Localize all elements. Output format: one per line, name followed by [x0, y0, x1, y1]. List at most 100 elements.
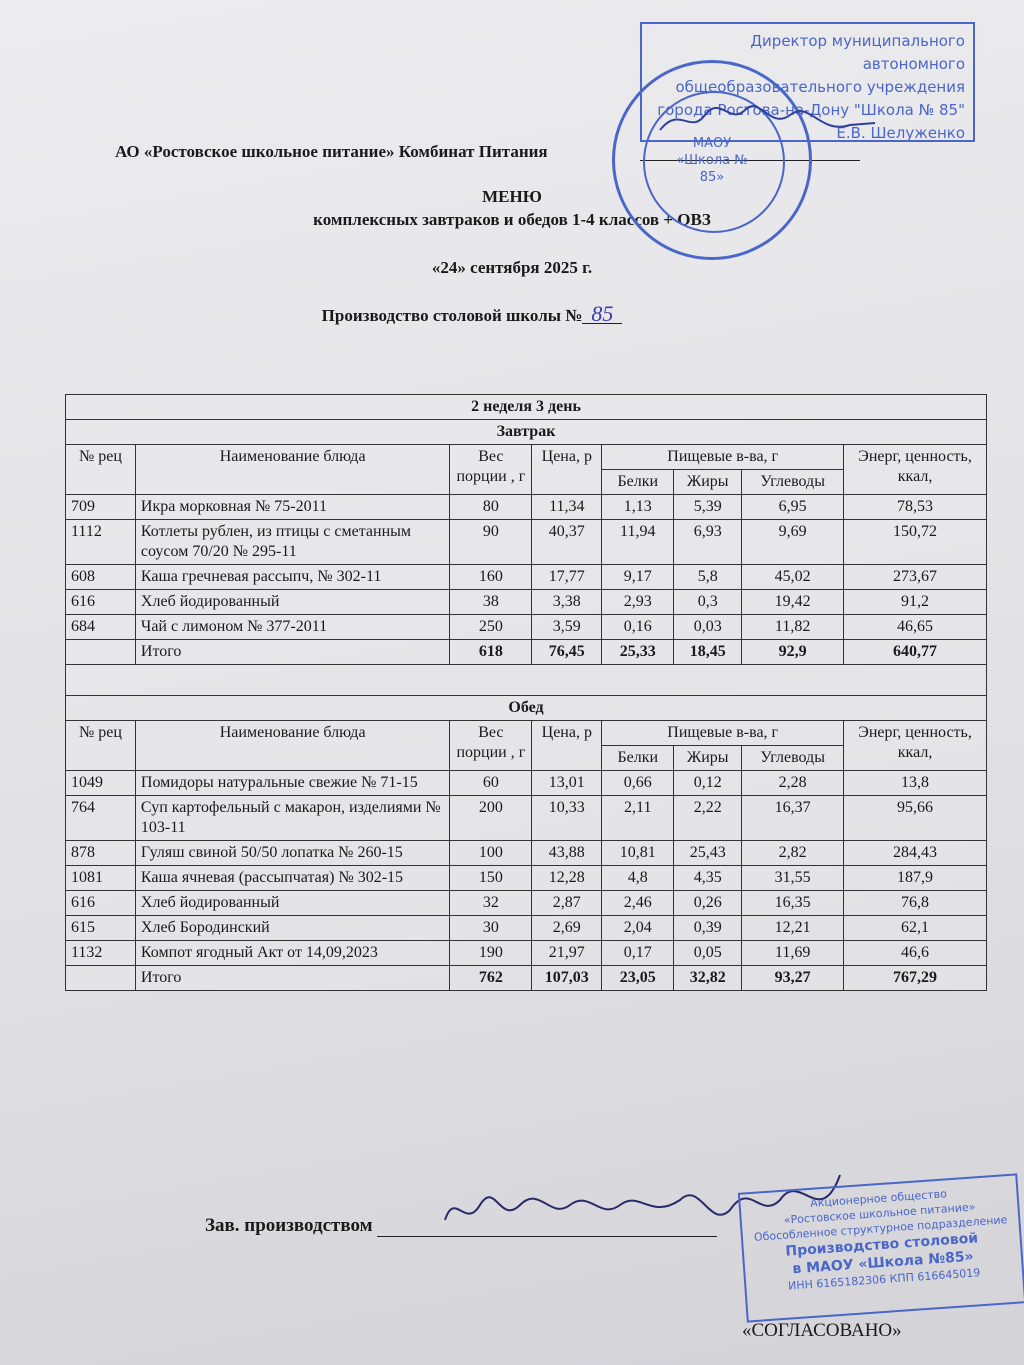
protein: 1,13 — [601, 494, 675, 520]
col-protein: Белки — [601, 745, 675, 771]
table-row: 1049 Помидоры натуральные свежие № 71-15 6… — [65, 770, 987, 796]
rec-number: 1112 — [65, 519, 136, 565]
portion-weight: 90 — [449, 519, 533, 565]
rec-number: 616 — [65, 589, 136, 615]
rec-number: 684 — [65, 614, 136, 640]
carbs: 16,35 — [741, 890, 845, 916]
carbs: 2,82 — [741, 840, 845, 866]
spacer-row — [65, 664, 987, 696]
portion-weight: 38 — [449, 589, 533, 615]
rec-number: 764 — [65, 795, 136, 841]
price: 10,33 — [531, 795, 603, 841]
protein: 23,05 — [601, 965, 675, 991]
col-energy: Энерг, ценность, ккал, — [843, 720, 987, 771]
price: 12,28 — [531, 865, 603, 891]
rec-number: 608 — [65, 564, 136, 590]
production-label: Производство столовой школы № — [321, 306, 583, 325]
fat: 32,82 — [673, 965, 743, 991]
protein: 0,16 — [601, 614, 675, 640]
price: 43,88 — [531, 840, 603, 866]
carbs: 12,21 — [741, 915, 845, 941]
energy: 78,53 — [843, 494, 987, 520]
menu-table: 2 неделя 3 день Завтрак № рец Наименование … — [65, 394, 987, 991]
fat: 0,3 — [673, 589, 743, 615]
carbs: 11,69 — [741, 940, 845, 966]
fat: 0,05 — [673, 940, 743, 966]
portion-weight: 100 — [449, 840, 533, 866]
rec-number: 1049 — [65, 770, 136, 796]
protein: 0,17 — [601, 940, 675, 966]
menu-date: «24» сентября 2025 г. — [431, 258, 593, 277]
portion-weight: 618 — [449, 639, 533, 665]
fat: 18,45 — [673, 639, 743, 665]
director-signature — [659, 105, 876, 131]
protein: 2,93 — [601, 589, 675, 615]
column-header-row: № рец Наименование блюда Вес порции , г Цен… — [65, 720, 987, 771]
dish-name: Компот ягодный Акт от 14,09,2023 — [134, 940, 451, 966]
seal-line: «Школа № 85» — [676, 153, 748, 185]
fat: 6,93 — [673, 519, 743, 565]
protein: 2,04 — [601, 915, 675, 941]
portion-weight: 200 — [449, 795, 533, 841]
fat: 0,39 — [673, 915, 743, 941]
price: 17,77 — [531, 564, 603, 590]
rec-number: 709 — [65, 494, 136, 520]
signoff: Зав. производством — [205, 1215, 718, 1237]
dish-name: Каша гречневая рассыпч, № 302-11 — [134, 564, 451, 590]
rec-number — [65, 639, 136, 665]
carbs: 16,37 — [741, 795, 845, 841]
col-nutrients: Пищевые в-ва, г — [601, 720, 845, 746]
stamp-line: Е.В. Шелуженко — [836, 124, 965, 142]
energy: 13,8 — [843, 770, 987, 796]
week-day-title: 2 неделя 3 день — [65, 394, 987, 420]
price: 76,45 — [531, 639, 603, 665]
rec-number: 1132 — [65, 940, 136, 966]
rec-number: 616 — [65, 890, 136, 916]
col-weight: Вес порции , г — [449, 444, 533, 495]
week-day-row: 2 неделя 3 день — [65, 394, 987, 420]
menu-subtitle: комплексных завтраков и обедов 1-4 класс… — [313, 210, 711, 229]
fat: 25,43 — [673, 840, 743, 866]
dish-name: Чай с лимоном № 377-2011 — [134, 614, 451, 640]
energy: 150,72 — [843, 519, 987, 565]
protein: 25,33 — [601, 639, 675, 665]
table-row: 764 Суп картофельный с макарон, изделиями… — [65, 795, 987, 841]
carbs: 92,9 — [741, 639, 845, 665]
col-fat: Жиры — [673, 469, 743, 495]
portion-weight: 150 — [449, 865, 533, 891]
fat: 5,39 — [673, 494, 743, 520]
table-row: 616 Хлеб йодированный 32 2,87 2,46 0,26 16,35 7… — [65, 890, 987, 916]
total-label: Итого — [134, 639, 451, 665]
col-rec: № рец — [65, 444, 136, 495]
table-row: 616 Хлеб йодированный 38 3,38 2,93 0,3 19,42 91… — [65, 589, 987, 615]
fat: 5,8 — [673, 564, 743, 590]
total-row: Итого 618 76,45 25,33 18,45 92,9 640,77 — [65, 639, 987, 665]
protein: 9,17 — [601, 564, 675, 590]
rec-number: 878 — [65, 840, 136, 866]
manager-signature — [444, 1174, 841, 1221]
energy: 91,2 — [843, 589, 987, 615]
energy: 284,43 — [843, 840, 987, 866]
portion-weight: 762 — [449, 965, 533, 991]
dish-name: Каша ячневая (рассыпчатая) № 302-15 — [134, 865, 451, 891]
col-weight: Вес порции , г — [449, 720, 533, 771]
energy: 95,66 — [843, 795, 987, 841]
carbs: 9,69 — [741, 519, 845, 565]
table-row: 684 Чай с лимоном № 377-2011 250 3,59 0,16 0,… — [65, 614, 987, 640]
col-carbs: Углеводы — [741, 469, 845, 495]
col-nutrients: Пищевые в-ва, г — [601, 444, 845, 470]
dish-name: Икра морковная № 75-2011 — [134, 494, 451, 520]
dish-name: Котлеты рублен, из птицы с сметанным соу… — [134, 519, 451, 565]
fat: 4,35 — [673, 865, 743, 891]
col-carbs: Углеводы — [741, 745, 845, 771]
portion-weight: 250 — [449, 614, 533, 640]
round-seal: МАОУ «Школа № 85» — [612, 60, 812, 260]
agreed-label: «СОГЛАСОВАНО» — [742, 1320, 902, 1341]
table-row: 878 Гуляш свиной 50/50 лопатка № 260-15 10… — [65, 840, 987, 866]
table-row: 709 Икра морковная № 75-2011 80 11,34 1,13 5,… — [65, 494, 987, 520]
total-row: Итого 762 107,03 23,05 32,82 93,27 767,29 — [65, 965, 987, 991]
carbs: 19,42 — [741, 589, 845, 615]
signature-line — [377, 1236, 718, 1237]
table-row: 615 Хлеб Бородинский 30 2,69 2,04 0,39 12,21 62… — [65, 915, 987, 941]
